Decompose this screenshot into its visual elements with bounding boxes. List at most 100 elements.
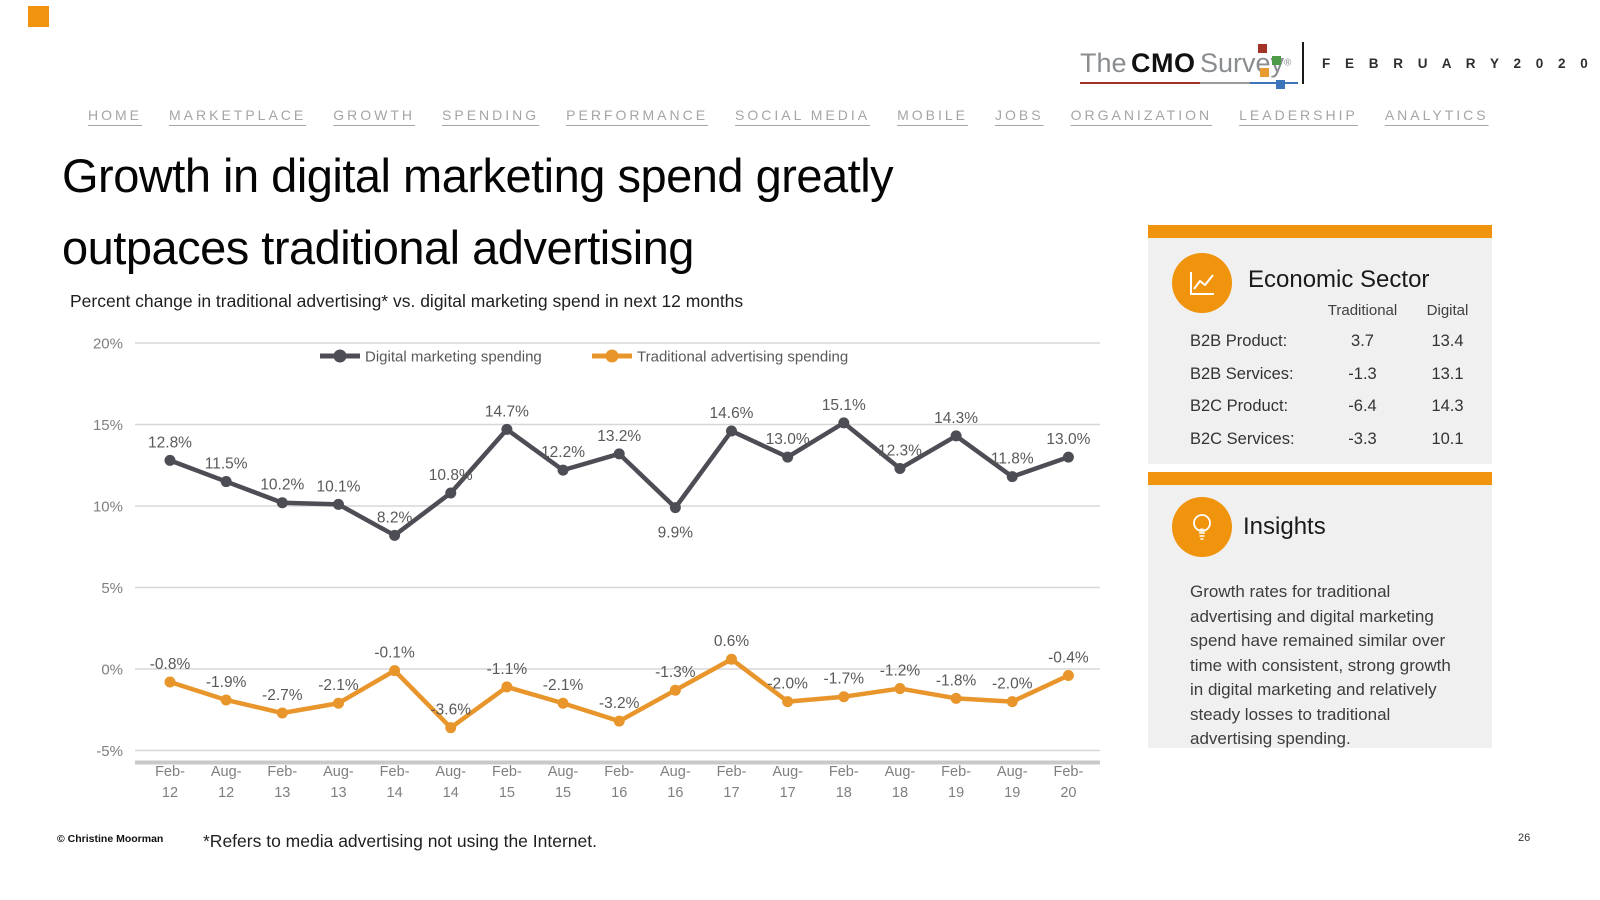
nav-link-marketplace[interactable]: MARKETPLACE [169,107,307,123]
svg-text:14.3%: 14.3% [934,410,978,427]
nav-link-leadership[interactable]: LEADERSHIP [1239,107,1358,123]
nav-link-performance[interactable]: PERFORMANCE [566,107,709,123]
top-navigation: HOME MARKETPLACE GROWTH SPENDING PERFORMANCE… [88,107,1489,123]
svg-text:13.2%: 13.2% [597,428,641,445]
sector-table: B2B Product: 3.7 13.4 B2B Services: -1.3 13.1… [1190,332,1490,462]
logo-survey: Survey [1199,48,1284,78]
svg-text:-2.1%: -2.1% [543,677,584,694]
svg-text:-3.2%: -3.2% [599,695,640,712]
svg-text:Aug-15: Aug-15 [548,764,579,801]
svg-text:Aug-19: Aug-19 [997,764,1028,801]
registered-mark: ® [1283,57,1292,69]
logo-the: The [1080,48,1127,78]
logo-square-blue [1276,80,1285,89]
nav-link-mobile[interactable]: MOBILE [897,107,969,123]
svg-text:9.9%: 9.9% [658,525,694,542]
edition-date: F E B R U A R Y 2 0 2 0 [1322,56,1594,71]
svg-text:-2.0%: -2.0% [992,676,1033,693]
nav-link-jobs[interactable]: JOBS [995,107,1044,123]
sector-panel-title: Economic Sector [1248,266,1430,293]
nav-link-home[interactable]: HOME [88,107,142,123]
sector-row: B2C Services: -3.3 10.1 [1190,429,1464,448]
logo-square-orange [1260,68,1269,77]
footnote: *Refers to media advertising not using t… [203,831,597,851]
chart-subtitle: Percent change in traditional advertisin… [70,291,744,311]
svg-text:8.2%: 8.2% [377,509,413,526]
svg-text:12.8%: 12.8% [148,434,192,451]
svg-text:Feb-17: Feb-17 [717,764,747,801]
svg-text:Feb-19: Feb-19 [941,764,971,801]
svg-text:Aug-16: Aug-16 [660,764,691,801]
copyright: © Christine Moorman [57,833,164,845]
svg-text:-0.1%: -0.1% [374,645,415,662]
sector-row: B2B Product: 3.7 13.4 [1190,332,1464,350]
corner-accent-square [28,6,49,27]
sector-table-header: Traditional Digital [1190,302,1490,319]
svg-text:15%: 15% [93,417,123,434]
svg-text:Feb-14: Feb-14 [380,764,410,801]
logo-square-red [1258,44,1267,53]
svg-text:0.6%: 0.6% [714,633,750,650]
svg-text:Feb-13: Feb-13 [267,764,297,801]
svg-text:-2.7%: -2.7% [262,687,303,704]
sector-row: B2C Product: -6.4 14.3 [1190,397,1464,415]
svg-text:10.1%: 10.1% [316,478,360,495]
svg-text:-1.7%: -1.7% [824,671,865,688]
economic-sector-panel: Economic Sector Traditional Digital B2B … [1148,225,1492,464]
svg-text:5%: 5% [101,580,123,597]
svg-text:-5%: -5% [96,743,123,760]
nav-link-growth[interactable]: GROWTH [333,107,416,123]
svg-text:-1.9%: -1.9% [206,674,247,691]
svg-text:-3.6%: -3.6% [431,702,472,719]
nav-link-organization[interactable]: ORGANIZATION [1070,107,1213,123]
trend-chart-icon [1172,253,1232,313]
insights-panel-title: Insights [1243,513,1326,540]
page-title-line1: Growth in digital marketing spend greatl… [62,149,894,202]
svg-text:-1.3%: -1.3% [655,664,696,681]
svg-text:Aug-12: Aug-12 [211,764,242,801]
svg-text:-0.8%: -0.8% [150,656,191,673]
svg-text:Feb-12: Feb-12 [155,764,185,801]
page-title-line2: outpaces traditional advertising [62,221,694,274]
insights-panel: Insights Growth rates for traditional ad… [1148,472,1492,748]
svg-text:-1.1%: -1.1% [487,661,528,678]
logo-cmo: CMO [1130,48,1196,78]
nav-link-analytics[interactable]: ANALYTICS [1384,107,1489,123]
svg-text:Aug-14: Aug-14 [435,764,466,801]
panel-accent-bar [1148,472,1492,485]
svg-text:-1.2%: -1.2% [880,663,921,680]
logo-square-green [1272,56,1281,65]
svg-text:14.6%: 14.6% [710,405,754,422]
panel-accent-bar [1148,225,1492,238]
line-chart: 20% 15% 10% 5% 0% -5% Feb-12 Aug-12 Feb-13 Aug-13… [68,330,1116,812]
logo-underline [1080,82,1298,84]
svg-text:Aug-13: Aug-13 [323,764,354,801]
svg-text:12.3%: 12.3% [878,443,922,460]
svg-text:12.2%: 12.2% [541,444,585,461]
svg-text:13.0%: 13.0% [766,431,810,448]
svg-text:20%: 20% [93,336,123,353]
svg-text:14.7%: 14.7% [485,403,529,420]
svg-text:-0.4%: -0.4% [1048,650,1089,667]
svg-text:-1.8%: -1.8% [936,672,977,689]
svg-text:10.8%: 10.8% [429,467,473,484]
page-title: Growth in digital marketing spend greatl… [62,140,1122,284]
svg-text:13.0%: 13.0% [1046,431,1090,448]
svg-text:Aug-17: Aug-17 [772,764,803,801]
svg-text:15.1%: 15.1% [822,397,866,414]
svg-text:Aug-18: Aug-18 [885,764,916,801]
line-chart-svg: 20% 15% 10% 5% 0% -5% Feb-12 Aug-12 Feb-13 Aug-13… [93,336,1100,801]
svg-text:Digital marketing spending: Digital marketing spending [365,349,542,366]
svg-text:Feb-20: Feb-20 [1053,764,1083,801]
svg-text:11.5%: 11.5% [205,456,248,473]
lightbulb-icon [1172,497,1232,557]
nav-link-social-media[interactable]: SOCIAL MEDIA [735,107,871,123]
svg-text:Feb-15: Feb-15 [492,764,522,801]
nav-link-spending[interactable]: SPENDING [442,107,540,123]
svg-text:0%: 0% [101,662,123,679]
page-number: 26 [1518,832,1531,844]
logo-divider [1302,42,1304,84]
col-traditional: Traditional [1327,302,1398,319]
col-digital: Digital [1426,302,1469,319]
